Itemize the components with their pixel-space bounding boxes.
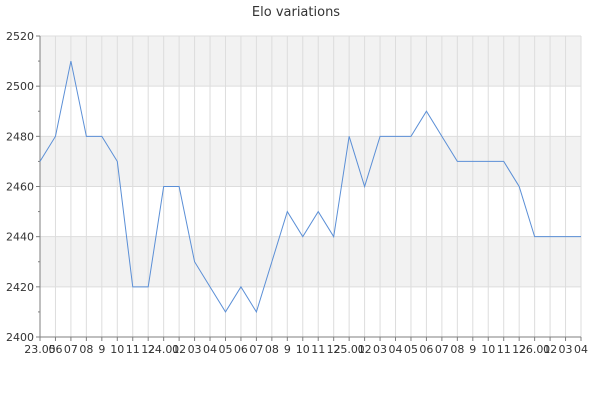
x-tick-label: 12 [512,343,526,356]
data-point [533,235,535,237]
data-point [456,160,458,162]
data-point [425,110,427,112]
x-tick-label: 9 [469,343,476,356]
x-tick-label: 06 [234,343,248,356]
x-tick-label: 04 [203,343,217,356]
data-point [549,235,551,237]
x-tick-label: 23.05 [24,343,56,356]
data-point [518,185,520,187]
y-axis-ticks: 2400 2420 2440 2460 2480 2500 2520 [6,30,40,344]
data-point [147,286,149,288]
data-point [317,210,319,212]
data-point [54,135,56,137]
x-tick-label: 25.01 [333,343,365,356]
series-line [39,60,581,314]
data-point [503,160,505,162]
data-point [85,135,87,137]
data-point [394,135,396,137]
x-tick-label: 02 [543,343,557,356]
x-tick-label: 12 [327,343,341,356]
data-point [564,235,566,237]
data-point [255,311,257,313]
x-tick-label: 08 [79,343,93,356]
data-point [472,160,474,162]
data-point [209,286,211,288]
x-tick-label: 06 [419,343,433,356]
chart-title: Elo variations [252,5,340,20]
y-tick-label: 2460 [6,181,34,194]
y-tick-label: 2480 [6,130,34,143]
x-tick-label: 03 [188,343,202,356]
x-tick-label: 11 [311,343,325,356]
data-point [162,185,164,187]
data-point [580,235,582,237]
x-tick-label: 06 [48,343,62,356]
data-point [193,261,195,263]
band [40,286,581,337]
band [40,236,581,287]
data-point [286,210,288,212]
data-point [116,160,118,162]
x-tick-label: 07 [435,343,449,356]
data-point [70,60,72,62]
x-tick-label: 05 [404,343,418,356]
x-tick-label: 08 [450,343,464,356]
x-tick-label: 03 [373,343,387,356]
x-tick-label: 04 [574,343,588,356]
x-tick-label: 24.01 [148,343,180,356]
x-tick-label: 07 [64,343,78,356]
x-tick-label: 02 [172,343,186,356]
x-tick-label: 12 [141,343,155,356]
x-tick-label: 9 [284,343,291,356]
data-point [132,286,134,288]
data-point [379,135,381,137]
x-tick-label: 10 [110,343,124,356]
x-tick-label: 07 [249,343,263,356]
band [40,186,581,237]
data-point [348,135,350,137]
series-group [39,60,582,314]
y-tick-label: 2500 [6,80,34,93]
x-tick-label: 11 [497,343,511,356]
x-tick-label: 9 [98,343,105,356]
background-bands [40,36,581,337]
x-tick-label: 05 [218,343,232,356]
x-tick-label: 02 [358,343,372,356]
data-point [332,235,334,237]
data-point [487,160,489,162]
y-tick-label: 2420 [6,281,34,294]
data-point [271,261,273,263]
data-point [441,135,443,137]
data-point [410,135,412,137]
band [40,86,581,137]
x-tick-label: 10 [296,343,310,356]
data-point [101,135,103,137]
x-tick-label: 03 [559,343,573,356]
x-tick-label: 04 [389,343,403,356]
x-tick-label: 26.01 [519,343,551,356]
data-point [224,311,226,313]
x-tick-label: 08 [265,343,279,356]
data-point [178,185,180,187]
data-point [240,286,242,288]
x-tick-label: 10 [481,343,495,356]
horizontal-gridlines [40,35,581,338]
x-tick-label: 11 [126,343,140,356]
data-point [363,185,365,187]
y-tick-label: 2440 [6,231,34,244]
y-tick-label: 2520 [6,30,34,43]
data-point [39,160,41,162]
y-tick-label: 2400 [6,331,34,344]
data-point [302,235,304,237]
band [40,36,581,87]
